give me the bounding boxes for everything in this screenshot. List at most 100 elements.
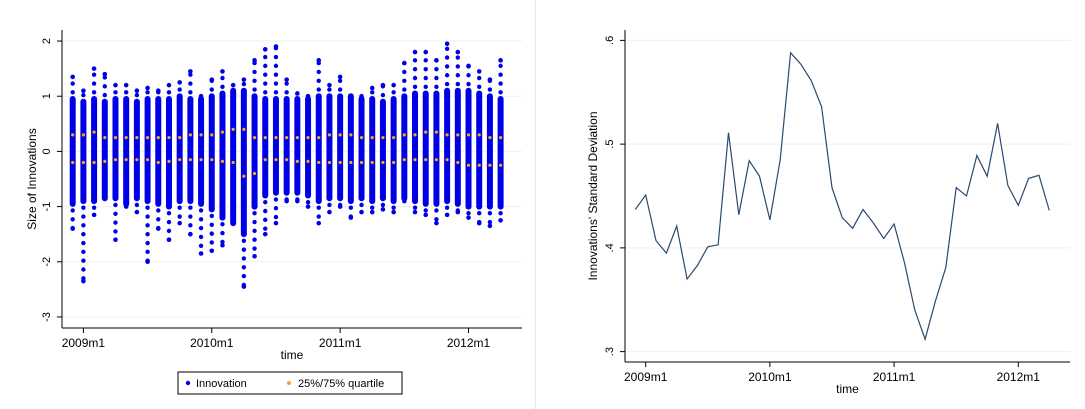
quartile-25-point (456, 160, 460, 165)
innovation-point (177, 214, 182, 219)
innovation-point (380, 92, 386, 98)
quartile-25-point (81, 160, 85, 165)
quartile-75-point (199, 133, 203, 137)
innovation-point-min (209, 248, 215, 254)
quartile-25-point (499, 163, 503, 167)
quartile-25-point (167, 159, 171, 163)
innovation-point-max (391, 82, 396, 88)
innovation-point (263, 208, 268, 214)
innovation-point-max (177, 80, 182, 85)
x-tick-label: 2010m1 (748, 370, 792, 384)
quartile-75-point (317, 136, 321, 140)
innovation-point (412, 75, 418, 81)
quartile-75-point (381, 136, 385, 140)
innovation-point (423, 58, 428, 63)
innovation-point-max (498, 58, 503, 63)
innovation-point-max (337, 74, 343, 80)
innovation-point (81, 258, 86, 263)
innovation-point-max (220, 69, 225, 74)
quartile-75-point (178, 136, 182, 140)
innovation-point (145, 231, 150, 237)
innovation-point-min (70, 226, 75, 231)
innovation-point-max (348, 93, 354, 99)
legend-label-innovation: Innovation (196, 378, 247, 390)
quartile-75-point (220, 130, 225, 134)
innovation-point-min (316, 220, 322, 226)
innovation-point-min (434, 220, 439, 226)
innovation-point (156, 208, 161, 213)
innovation-point (177, 87, 182, 92)
quartile-75-point (135, 136, 139, 140)
innovation-point-min (220, 242, 225, 248)
innovation-point (477, 211, 482, 216)
innovation-point (273, 63, 279, 69)
innovation-point (113, 211, 118, 216)
quartile-75-point (402, 133, 406, 137)
innovation-point-max (466, 63, 471, 69)
innovation-point-min (198, 251, 204, 256)
quartile-75-point (274, 136, 278, 140)
innovation-point-min (444, 212, 450, 218)
quartile-75-point (242, 127, 246, 131)
quartile-25-point (317, 160, 321, 165)
innovation-point (263, 90, 268, 95)
innovation-point (81, 223, 86, 228)
innovation-point-min (155, 226, 161, 231)
innovation-point (81, 92, 86, 98)
innovation-point (113, 229, 118, 234)
std-deviation-line-chart: .3 .4 .5 .6 2009m1 2010m1 2011m1 2012m1 time Inno… (586, 30, 1070, 396)
quartile-75-point (113, 136, 118, 140)
innovation-point (209, 222, 214, 228)
quartile-75-point (456, 133, 460, 137)
innovation-point (220, 230, 225, 236)
innovation-point (263, 226, 268, 231)
innovation-point (241, 273, 247, 279)
std-deviation-series-line (634, 51, 1050, 342)
innovation-point (145, 205, 150, 210)
quartile-25-point (434, 158, 439, 162)
quartile-75-point (392, 136, 396, 140)
x-tick-label: 2011m1 (873, 370, 916, 384)
innovation-point (252, 237, 257, 242)
innovation-point (102, 84, 107, 89)
innovation-point (434, 66, 439, 72)
quartile-75-point (359, 136, 364, 140)
innovation-point (145, 90, 150, 95)
innovation-point-max (102, 71, 108, 77)
innovation-point (91, 81, 97, 86)
innovation-point-max (230, 82, 236, 88)
innovation-point (209, 231, 214, 236)
innovation-point (81, 240, 86, 246)
innovation-point (423, 84, 428, 90)
innovation-point (209, 87, 214, 92)
innovation-point-min (295, 198, 300, 204)
quartile-75-point (424, 130, 428, 134)
x-tick-label: 2011m1 (319, 336, 362, 350)
quartile-25-point (178, 158, 182, 162)
innovation-point (466, 211, 471, 216)
innovation-point (198, 208, 204, 213)
innovation-point (91, 72, 97, 77)
innovation-point-min (252, 253, 257, 259)
plot-area (625, 30, 1070, 362)
innovation-point-min (412, 209, 418, 215)
quartile-25-point (488, 163, 492, 167)
innovation-point (166, 219, 172, 225)
innovation-point (81, 205, 86, 210)
innovation-point-min (359, 209, 364, 215)
innovation-point (423, 66, 428, 72)
innovation-point-min (177, 220, 182, 226)
innovation-point-min (380, 207, 386, 212)
innovation-point (402, 78, 407, 83)
quartile-75-point (167, 136, 171, 140)
innovation-point-max (262, 47, 268, 52)
innovation-point (263, 54, 268, 60)
innovation-point (252, 211, 257, 216)
innovation-point-min (102, 196, 108, 201)
innovation-point (188, 214, 193, 219)
quartile-25-point (359, 160, 364, 165)
innovation-point (252, 69, 257, 75)
innovation-point (380, 202, 386, 208)
innovation-point (444, 55, 450, 60)
innovation-point (81, 249, 86, 255)
